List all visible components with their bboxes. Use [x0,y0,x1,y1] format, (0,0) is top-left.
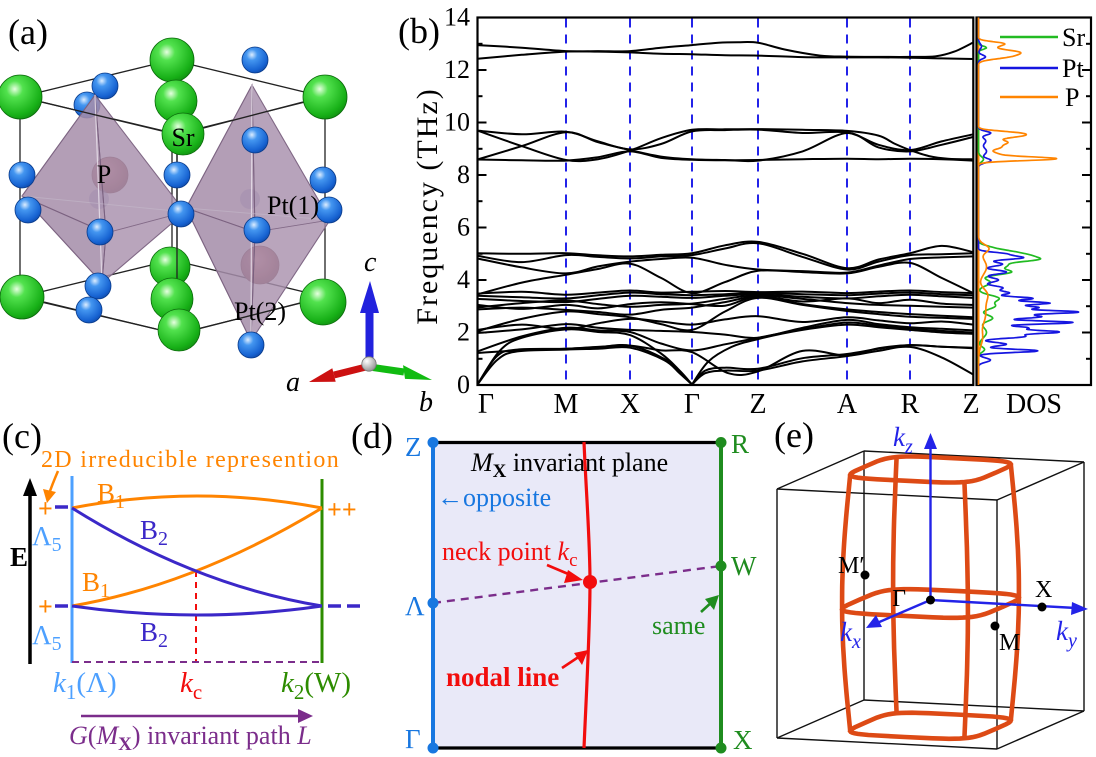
svg-text:MX invariant plane: MX invariant plane [470,448,668,482]
svg-text:Z: Z [962,389,979,420]
svg-text:nodal line: nodal line [446,662,559,692]
svg-text:M: M [999,630,1020,656]
svg-text:M: M [554,389,579,420]
svg-text:Pt(2): Pt(2) [234,297,286,326]
svg-text:B1: B1 [82,567,110,602]
svg-text:(d): (d) [351,416,393,456]
svg-text:+: + [38,494,53,523]
svg-text:X: X [733,725,753,755]
svg-text:P: P [1065,83,1079,112]
svg-text:b: b [419,387,433,418]
svg-text:k1(Λ): k1(Λ) [53,667,117,704]
svg-text:B2: B2 [140,617,168,652]
svg-text:P: P [97,160,111,189]
svg-text:X: X [620,389,640,420]
svg-text:10: 10 [444,107,470,136]
svg-text:kc: kc [180,667,202,704]
svg-text:Λ5: Λ5 [32,620,62,655]
svg-text:neck point kc: neck point kc [442,537,578,571]
svg-text:Z: Z [405,432,422,462]
svg-text:W: W [731,551,757,581]
svg-text:4: 4 [457,265,470,294]
svg-text:++: ++ [327,495,357,524]
svg-text:Z: Z [749,389,766,420]
svg-text:12: 12 [444,55,470,84]
svg-text:Sr: Sr [1062,23,1085,52]
svg-text:Λ5: Λ5 [32,521,62,556]
svg-text:Frequency (THz): Frequency (THz) [411,87,444,324]
svg-text:DOS: DOS [1006,389,1062,420]
svg-text:same: same [652,611,705,640]
svg-text:c: c [364,247,377,278]
svg-text:R: R [731,429,749,459]
svg-text:+: + [38,592,53,621]
svg-text:Pt(1): Pt(1) [267,191,319,220]
svg-text:X: X [1035,577,1052,603]
svg-text:Λ: Λ [405,591,425,621]
svg-text:Γ: Γ [892,586,906,612]
svg-text:14: 14 [444,2,470,31]
svg-text:0: 0 [457,370,470,399]
svg-text:(a): (a) [8,12,48,52]
svg-text:(b): (b) [398,11,440,51]
svg-text:Γ: Γ [684,389,700,420]
svg-text:Γ: Γ [405,724,421,754]
svg-text:E: E [10,542,28,572]
svg-text:ky: ky [1056,616,1077,652]
svg-text:R: R [901,389,920,420]
svg-text:8: 8 [457,160,470,189]
svg-text:Pt: Pt [1062,54,1084,83]
svg-text:2D irreducible represention: 2D irreducible represention [41,447,340,473]
svg-text:A: A [837,389,858,420]
svg-text:Γ: Γ [478,389,494,420]
svg-text:G(MX) invariant path L: G(MX) invariant path L [69,721,312,755]
svg-text:k2(W): k2(W) [281,667,351,704]
svg-text:(c): (c) [2,416,42,456]
svg-text:6: 6 [457,212,470,241]
svg-text:B1: B1 [97,478,125,513]
svg-text:B2: B2 [140,515,168,550]
svg-text:Sr: Sr [171,123,194,152]
svg-text:←opposite: ←opposite [437,483,551,512]
svg-text:M′: M′ [838,553,865,579]
svg-text:(e): (e) [774,415,814,455]
svg-text:2: 2 [457,317,470,346]
svg-text:a: a [286,367,300,398]
